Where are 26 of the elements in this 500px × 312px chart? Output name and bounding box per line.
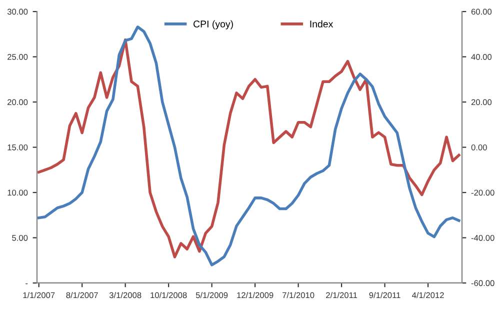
x-tick-label: 9/1/2011 [369,292,400,298]
x-tick-label: 12/1/2009 [237,292,274,298]
x-tick-label: 5/1/2009 [196,292,228,298]
y2-tick-label: 40.00 [471,54,492,60]
y-tick-label: 25.00 [8,54,28,60]
y-tick-label: 5.00 [12,234,28,241]
y2-tick-label: -40.00 [471,234,494,241]
x-tick-label: 4/1/2012 [412,292,444,298]
y2-tick-label: 60.00 [471,8,492,15]
x-tick-label: 3/1/2008 [109,292,142,298]
y2-tick-label: -60.00 [471,280,494,286]
y2-tick-label: 20.00 [471,99,492,106]
y-tick-label: 15.00 [8,144,28,150]
x-tick-label: 7/1/2010 [282,292,314,298]
x-tick-label: 2/1/2011 [326,292,358,298]
y2-tick-label: -20.00 [471,190,494,196]
legend-label: Index [310,20,334,28]
x-tick-label: 8/1/2007 [66,292,98,298]
y-tick-label: 20.00 [8,99,28,106]
x-tick-label: 1/1/2007 [23,292,55,298]
y-tick-label: 10.00 [8,190,28,196]
y2-tick-label: 0.00 [471,144,487,150]
x-tick-label: 10/1/2008 [150,292,187,298]
legend-label: CPI (yoy) [194,20,233,30]
y-tick-label: - [26,283,28,284]
y-tick-label: 30.00 [7,8,28,15]
